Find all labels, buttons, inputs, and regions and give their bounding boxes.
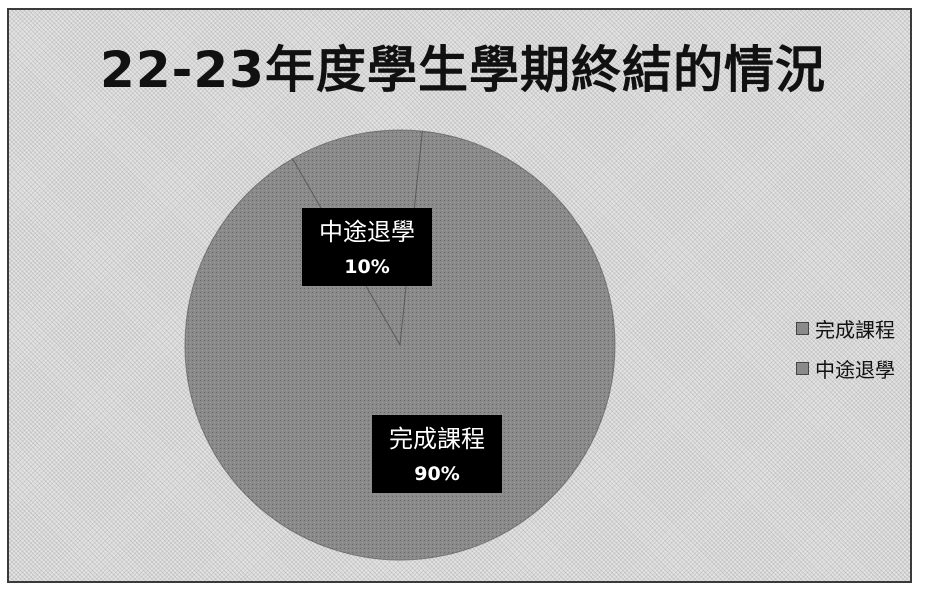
legend-item-complete: 完成課程: [796, 308, 895, 348]
data-label-dropout-percent: 10%: [344, 256, 389, 278]
data-label-complete: 完成課程 90%: [372, 415, 502, 493]
legend-swatch-complete: [796, 321, 809, 335]
legend-label-complete: 完成課程: [815, 317, 895, 342]
data-label-complete-category: 完成課程: [389, 425, 485, 453]
data-label-dropout-category: 中途退學: [319, 218, 415, 246]
data-label-dropout-box: [302, 208, 432, 286]
pie-slice-complete: [184, 130, 616, 561]
legend-label-dropout: 中途退學: [815, 357, 895, 382]
data-label-complete-percent: 90%: [414, 463, 459, 485]
data-label-complete-box: [372, 415, 502, 493]
data-label-dropout: 中途退學 10%: [302, 208, 432, 286]
chart-legend: 完成課程 中途退學: [796, 308, 895, 388]
chart-title: 22-23年度學生學期終結的情況: [100, 41, 826, 99]
legend-swatch-dropout: [796, 361, 809, 375]
legend-item-dropout: 中途退學: [796, 348, 895, 388]
